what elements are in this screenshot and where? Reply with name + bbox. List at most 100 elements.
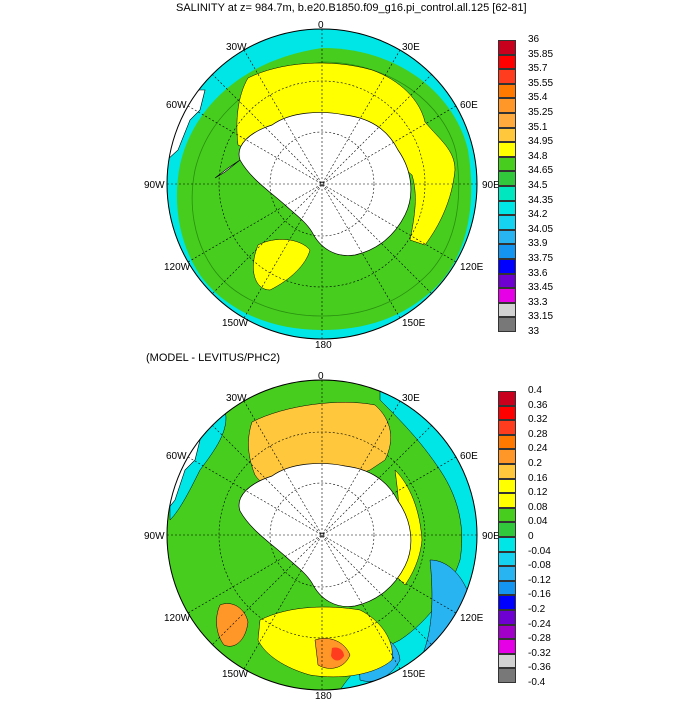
colorbar-tick-label: 35.4 xyxy=(528,92,548,104)
colorbar-tick-label: -0.04 xyxy=(528,545,551,557)
colorbar-swatch xyxy=(498,127,516,143)
colorbar-swatch xyxy=(498,478,516,494)
graticule-bottom xyxy=(167,380,477,690)
colorbar-swatch xyxy=(498,259,516,274)
colorbar-swatch xyxy=(498,40,516,55)
colorbar-swatch xyxy=(498,98,516,113)
colorbar-tick-label: 35.85 xyxy=(528,48,554,60)
longitude-label: 30E xyxy=(402,393,420,404)
longitude-label: 0 xyxy=(318,20,324,31)
colorbar-swatch xyxy=(498,200,516,216)
colorbar-swatch xyxy=(498,186,516,201)
longitude-label: 30W xyxy=(226,393,247,404)
colorbar-tick-label: 35.7 xyxy=(528,63,548,75)
colorbar-tick-label: -0.4 xyxy=(528,677,546,688)
colorbar-tick-label: 0.16 xyxy=(528,472,548,484)
longitude-label: 120W xyxy=(164,613,191,624)
colorbar-tick-label: 33.9 xyxy=(528,238,548,250)
colorbar-swatch xyxy=(498,405,516,421)
colorbar-tick-label: 34.8 xyxy=(528,150,548,162)
longitude-label: 90W xyxy=(144,531,165,542)
colorbar-tick-label: 35.1 xyxy=(528,121,548,133)
longitude-label: 90E xyxy=(482,180,500,191)
colorbar-swatch xyxy=(498,668,516,683)
salinity-region-3495-south xyxy=(253,239,311,291)
colorbar-swatch xyxy=(498,54,516,70)
longitude-label: 30W xyxy=(226,42,247,53)
longitude-label: 180 xyxy=(315,691,332,702)
salinity-map xyxy=(166,28,478,340)
colorbar-salinity xyxy=(498,40,516,332)
longitude-label: 30E xyxy=(402,42,420,53)
longitude-label: 150W xyxy=(222,669,249,680)
colorbar-tick-label: 33.45 xyxy=(528,282,554,294)
longitude-label: 180 xyxy=(315,340,332,351)
colorbar-tick-label: 0.24 xyxy=(528,443,548,455)
colorbar-swatch xyxy=(498,449,516,464)
colorbar-tick-label: 33.6 xyxy=(528,267,548,279)
colorbar-swatch xyxy=(498,434,516,450)
colorbar-swatch xyxy=(498,610,516,625)
longitude-label: 150E xyxy=(402,318,426,329)
colorbar-swatch xyxy=(498,566,516,581)
colorbar-tick-label: 33.15 xyxy=(528,311,554,323)
colorbar-swatch xyxy=(498,273,516,289)
colorbar-tick-label: 34.2 xyxy=(528,209,548,221)
colorbar-swatch xyxy=(498,653,516,669)
colorbar-swatch xyxy=(498,215,516,230)
colorbar-swatch xyxy=(498,464,516,479)
colorbar-swatch xyxy=(498,420,516,435)
colorbar-swatch xyxy=(498,595,516,610)
colorbar-tick-label: 0 xyxy=(528,531,534,542)
colorbar-tick-label: -0.16 xyxy=(528,589,551,601)
longitude-label: 60W xyxy=(166,451,187,462)
colorbar-swatch xyxy=(498,639,516,654)
colorbar-tick-label: 0.32 xyxy=(528,414,548,426)
longitude-label: 60E xyxy=(460,100,478,111)
colorbar-swatch xyxy=(498,522,516,537)
colorbar-tick-label: 34.65 xyxy=(528,165,554,177)
colorbar-tick-label: 0.12 xyxy=(528,487,548,499)
colorbar-tick-label: 34.5 xyxy=(528,180,548,191)
colorbar-swatch xyxy=(498,244,516,259)
colorbar-swatch xyxy=(498,171,516,186)
colorbar-swatch xyxy=(498,391,516,406)
colorbar-swatch xyxy=(498,507,516,523)
colorbar-tick-label: -0.08 xyxy=(528,560,551,572)
colorbar-swatch xyxy=(498,69,516,84)
colorbar-difference xyxy=(498,391,516,683)
colorbar-swatch xyxy=(498,142,516,157)
colorbar-swatch xyxy=(498,288,516,303)
colorbar-tick-label: -0.24 xyxy=(528,618,551,630)
longitude-label: 120E xyxy=(460,262,484,273)
colorbar-swatch xyxy=(498,229,516,245)
colorbar-tick-label: 35.25 xyxy=(528,107,554,118)
colorbar-tick-label: 0.2 xyxy=(528,458,542,469)
colorbar-swatch xyxy=(498,317,516,332)
longitude-label: 60E xyxy=(460,451,478,462)
colorbar-tick-label: 0.08 xyxy=(528,501,548,513)
colorbar-swatch xyxy=(498,537,516,552)
colorbar-tick-label: 0.4 xyxy=(528,385,542,396)
colorbar-tick-label: 33.75 xyxy=(528,253,554,264)
colorbar-tick-label: -0.36 xyxy=(528,662,551,674)
longitude-label: 120E xyxy=(460,613,484,624)
colorbar-swatch xyxy=(498,624,516,640)
panel-title-difference: (MODEL - LEVITUS/PHC2) xyxy=(146,352,281,364)
colorbar-tick-label: -0.32 xyxy=(528,647,551,659)
longitude-label: 150W xyxy=(222,318,249,329)
colorbar-tick-label: 35.55 xyxy=(528,77,554,89)
longitude-label: 60W xyxy=(166,100,187,111)
colorbar-tick-label: 0.36 xyxy=(528,399,548,411)
colorbar-tick-label: 0.04 xyxy=(528,516,548,528)
panel-title-salinity: SALINITY at z= 984.7m, b.e20.B1850.f09_g… xyxy=(176,2,527,14)
colorbar-tick-label: 0.28 xyxy=(528,428,548,440)
longitude-label: 120W xyxy=(164,262,191,273)
colorbar-swatch xyxy=(498,551,516,567)
longitude-label: 90E xyxy=(482,531,500,542)
colorbar-tick-label: 33.3 xyxy=(528,296,548,308)
colorbar-swatch xyxy=(498,83,516,99)
colorbar-swatch xyxy=(498,156,516,172)
longitude-label: 150E xyxy=(402,669,426,680)
